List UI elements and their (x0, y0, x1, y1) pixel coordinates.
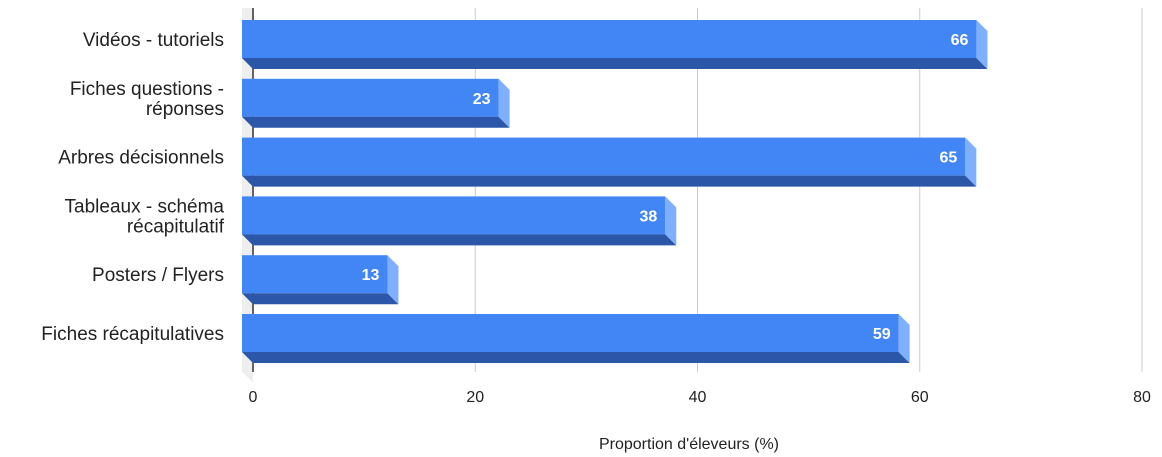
category-label: Fiches questions -réponses (70, 79, 224, 120)
bar-group: 13 (242, 255, 399, 305)
x-axis-title: Proportion d'éleveurs (%) (599, 436, 779, 453)
data-label: 38 (639, 208, 657, 225)
data-label: 23 (473, 91, 491, 108)
bar (242, 20, 977, 58)
bar-bottom-face (242, 352, 910, 363)
bar-group: 65 (242, 137, 977, 187)
category-label: Fiches récapitulatives (41, 324, 224, 345)
data-label: 59 (873, 326, 891, 343)
bar (242, 196, 666, 235)
bar (242, 137, 966, 176)
bar-bottom-face (242, 234, 677, 246)
x-tick-label: 80 (1133, 389, 1151, 406)
category-label: Posters / Flyers (92, 265, 224, 286)
bar-group: 38 (242, 196, 677, 246)
category-label: Tableaux - schéma récapitulatif (65, 196, 225, 237)
data-label: 66 (951, 32, 969, 49)
bar-side-face (498, 78, 510, 128)
bar-group: 59 (242, 314, 910, 363)
category-label: Arbres décisionnels (58, 148, 224, 169)
data-label: 13 (362, 267, 380, 284)
bar-side-face (976, 20, 988, 69)
bar-side-face (965, 137, 977, 187)
bar-side-face (665, 196, 677, 246)
x-tick-label: 0 (249, 389, 258, 406)
bar-bottom-face (242, 58, 988, 69)
bar-side-face (898, 314, 910, 363)
bar (242, 314, 899, 352)
bar-group: 23 (242, 78, 510, 128)
bar-bottom-face (242, 116, 510, 128)
x-tick-label: 20 (466, 389, 484, 406)
data-label: 65 (940, 150, 958, 167)
bar-side-face (387, 255, 399, 305)
bar-bottom-face (242, 293, 399, 305)
bar (242, 78, 499, 117)
x-tick-label: 40 (689, 389, 707, 406)
x-tick-label: 60 (911, 389, 929, 406)
bar (242, 255, 388, 294)
category-label: Vidéos - tutoriels (83, 30, 224, 51)
bar-bottom-face (242, 175, 977, 187)
bar-group: 66 (242, 20, 988, 69)
